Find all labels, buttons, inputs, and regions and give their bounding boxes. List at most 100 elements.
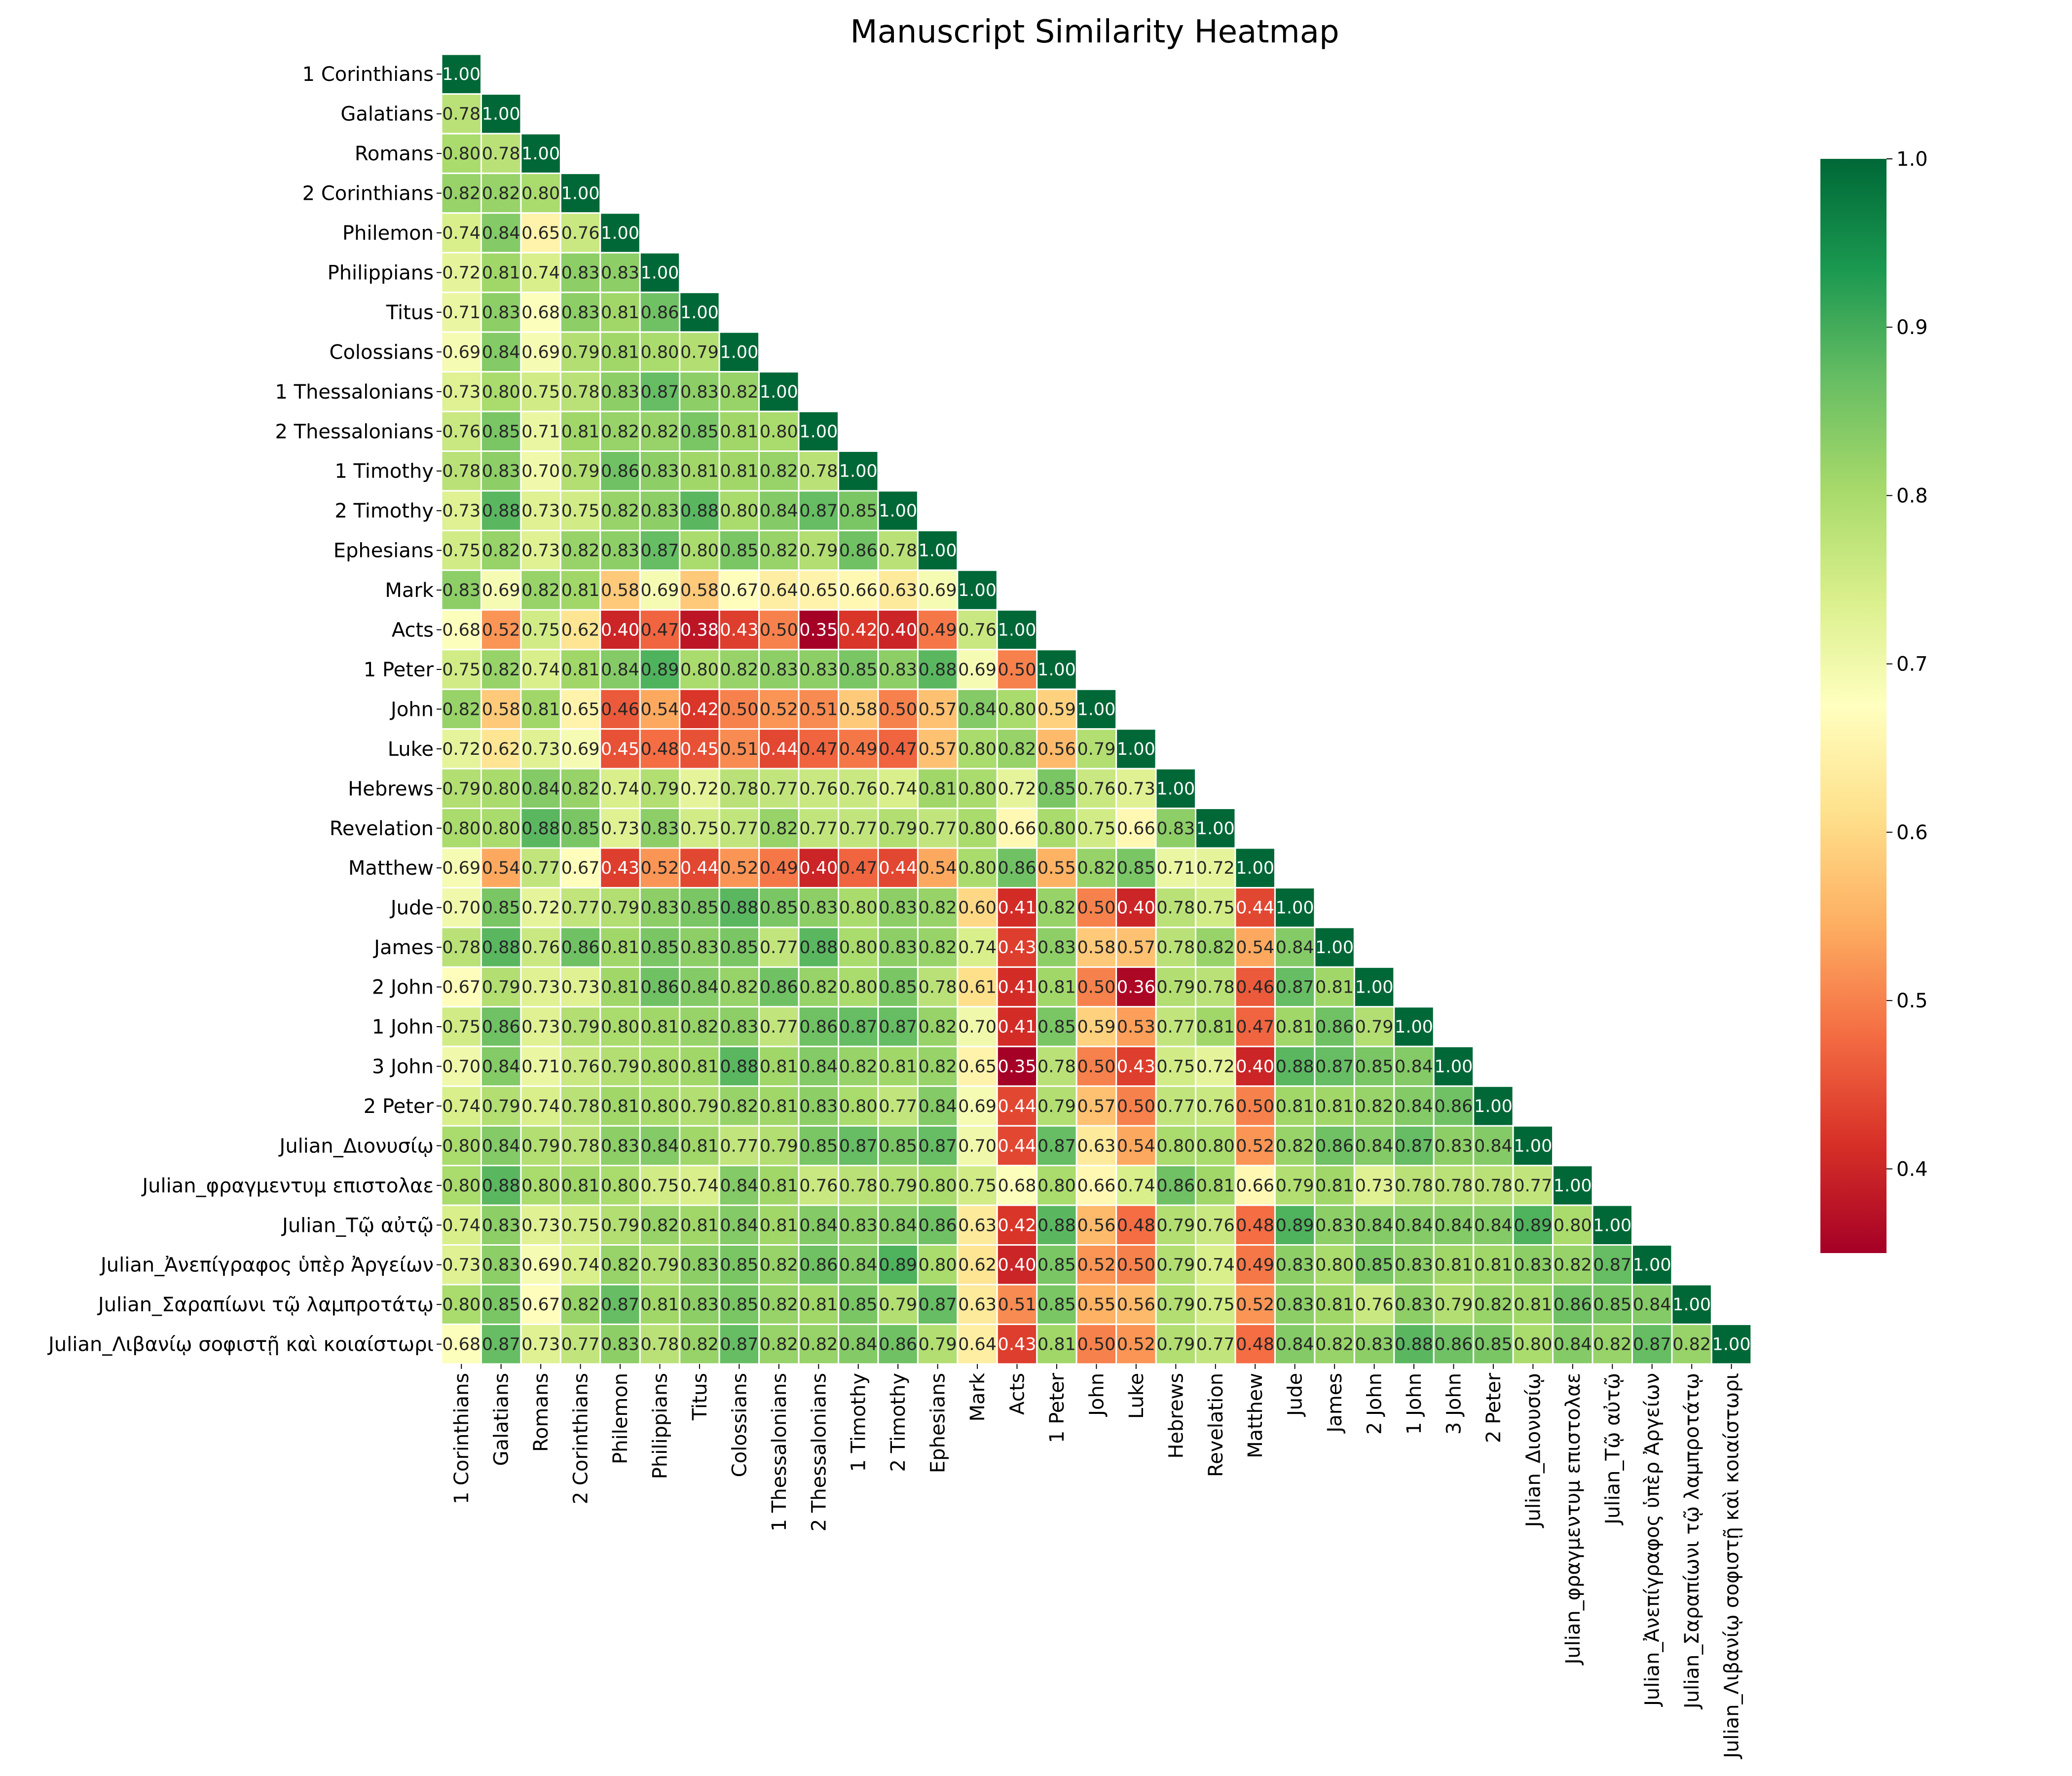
heatmap-cell (798, 410, 840, 452)
heatmap-cell (1631, 1244, 1673, 1286)
cell-value-label: 0.51 (998, 1295, 1036, 1315)
cell-value-label: 0.75 (442, 660, 481, 680)
cell-value-label: 1.00 (1355, 978, 1394, 998)
heatmap-cell (520, 1204, 561, 1246)
heatmap-cell (639, 1085, 681, 1127)
heatmap-cell (877, 1165, 919, 1206)
x-tick-label: Julian_Σαραπίωνι τῷ λαμπροτάτῳ (1681, 1373, 1703, 1710)
heatmap-cell (441, 490, 482, 531)
cell-value-label: 0.78 (1156, 938, 1195, 958)
cell-value-label: 0.82 (1037, 898, 1076, 918)
heatmap-cell (679, 529, 720, 571)
cell-value-label: 0.72 (442, 263, 481, 283)
heatmap-cell (996, 1006, 1038, 1047)
cell-value-label: 0.73 (561, 978, 600, 998)
heatmap-cell (520, 1244, 561, 1286)
y-tick-label: Revelation (330, 817, 434, 840)
y-tick-label: Galatians (340, 103, 434, 126)
x-tick-label: 3 John (1443, 1373, 1465, 1435)
heatmap-cell (441, 450, 482, 492)
cell-value-label: 0.85 (482, 898, 520, 918)
cell-value-label: 0.86 (919, 1216, 957, 1235)
heatmap-cell (1552, 1323, 1593, 1365)
cell-value-label: 0.81 (601, 342, 639, 362)
cell-value-label: 1.00 (1712, 1335, 1751, 1355)
cell-value-label: 0.83 (641, 462, 679, 481)
heatmap-cell (559, 926, 601, 968)
cell-value-label: 0.52 (1236, 1295, 1274, 1315)
cell-value-label: 0.86 (1315, 1017, 1354, 1037)
cell-value-label: 0.44 (1236, 898, 1274, 918)
cell-value-label: 0.76 (839, 779, 878, 799)
heatmap-cell (1433, 1323, 1475, 1365)
y-tick-label: Julian_φραγμεντυμ επιστολαε (141, 1175, 434, 1197)
heatmap-cell (639, 292, 681, 333)
heatmap-cell (996, 887, 1038, 928)
heatmap-cell (758, 450, 800, 492)
cell-value-label: 0.73 (521, 1335, 560, 1355)
cell-value-label: 0.78 (879, 541, 917, 561)
cell-value-label: 0.69 (561, 740, 600, 759)
cell-value-label: 0.86 (879, 1335, 917, 1355)
cell-value-label: 0.50 (1117, 1256, 1155, 1275)
heatmap-cell (1234, 1165, 1276, 1206)
cell-value-label: 0.44 (998, 1097, 1036, 1116)
cell-value-label: 0.75 (1196, 898, 1235, 918)
cell-value-label: 0.82 (601, 1256, 639, 1275)
heatmap-cell (838, 649, 879, 690)
cell-value-label: 1.00 (839, 462, 878, 481)
heatmap-cell (441, 1204, 482, 1246)
heatmap-cell (1234, 1204, 1276, 1246)
heatmap-cell (1512, 1244, 1554, 1286)
cell-value-label: 0.83 (1315, 1216, 1354, 1235)
heatmap-cell (1234, 966, 1276, 1008)
cell-value-label: 0.50 (879, 700, 917, 719)
heatmap-cell (718, 410, 760, 452)
cell-value-label: 1.00 (1672, 1295, 1711, 1315)
heatmap-cell (1314, 1006, 1355, 1047)
heatmap-cell (1393, 1165, 1435, 1206)
cell-value-label: 0.47 (1236, 1017, 1274, 1037)
cell-value-label: 0.81 (1037, 978, 1076, 998)
heatmap-cell (559, 887, 601, 928)
heatmap-cell (441, 529, 482, 571)
cell-value-label: 0.84 (799, 1216, 838, 1235)
cell-value-label: 0.79 (680, 1097, 719, 1116)
cell-value-label: 0.35 (998, 1057, 1036, 1076)
cell-value-label: 0.80 (1037, 819, 1076, 839)
cell-value-label: 0.83 (561, 263, 600, 283)
cell-value-label: 0.79 (1077, 740, 1115, 759)
cell-value-label: 0.78 (1156, 898, 1195, 918)
heatmap-cell (1036, 847, 1077, 888)
y-tick-label: Jude (389, 897, 434, 920)
heatmap-cell (996, 847, 1038, 888)
heatmap-cell (599, 808, 641, 849)
cell-value-label: 0.68 (442, 621, 481, 640)
cell-value-label: 0.85 (839, 660, 878, 680)
cell-value-label: 0.87 (919, 1295, 957, 1315)
heatmap-cell (480, 1125, 522, 1167)
cell-value-label: 0.76 (1196, 1097, 1235, 1116)
cell-value-label: 0.41 (998, 1017, 1036, 1037)
cell-value-label: 0.78 (442, 938, 481, 958)
cell-value-label: 0.86 (641, 303, 679, 323)
heatmap-cell (441, 410, 482, 452)
cell-value-label: 0.73 (601, 819, 639, 839)
x-tick-label: Julian_Λιβανίῳ σοφιστῇ καὶ κοιαίστωρι (1721, 1373, 1743, 1760)
heatmap-cell (1155, 1125, 1197, 1167)
cell-value-label: 0.74 (521, 263, 560, 283)
heatmap-cell (1274, 1125, 1316, 1167)
cell-value-label: 0.75 (958, 1176, 997, 1196)
cell-value-label: 0.83 (442, 581, 481, 600)
cell-value-label: 1.00 (1514, 1136, 1552, 1156)
heatmap-cell (639, 808, 681, 849)
cell-value-label: 0.67 (561, 858, 600, 878)
cell-value-label: 0.51 (720, 740, 758, 759)
cell-value-label: 0.82 (1276, 1136, 1314, 1156)
heatmap-cell (520, 609, 561, 651)
x-tick-label: Galatians (490, 1373, 513, 1466)
cell-value-label: 0.80 (1315, 1256, 1354, 1275)
cell-value-label: 0.72 (442, 740, 481, 759)
heatmap-cell (1353, 1204, 1395, 1246)
heatmap-cell (1274, 966, 1316, 1008)
